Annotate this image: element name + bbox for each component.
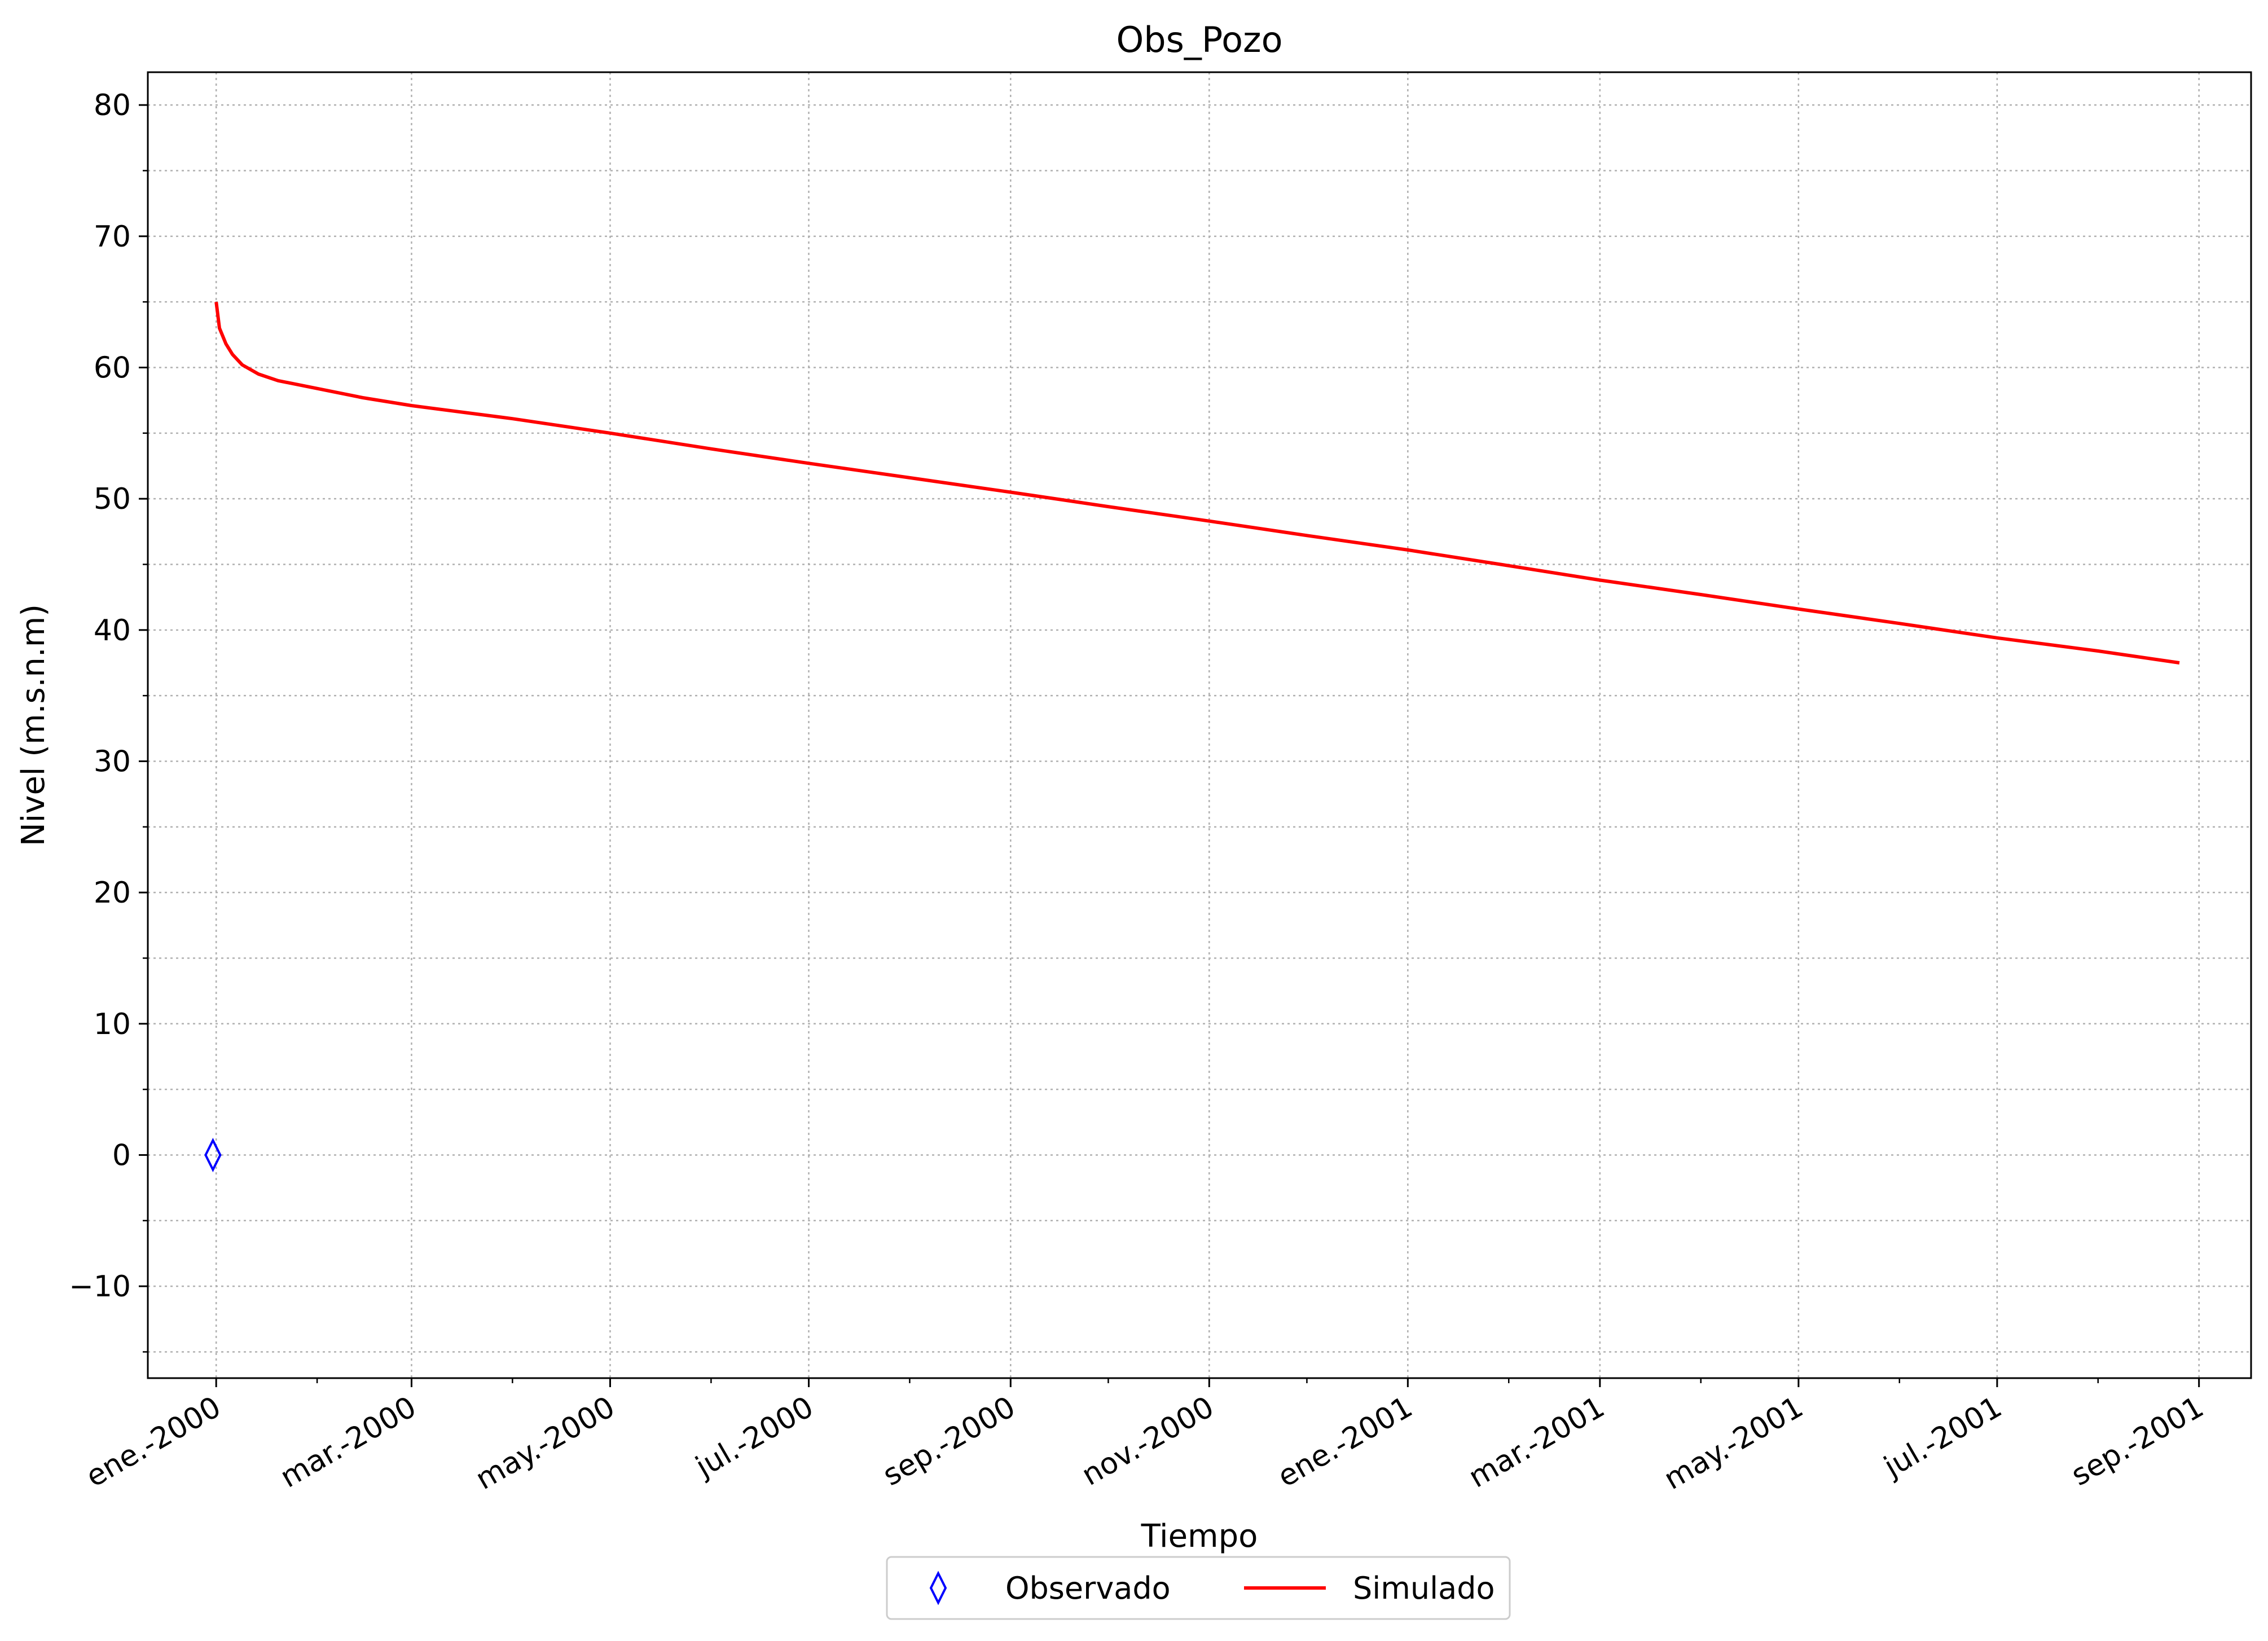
legend-observado-marker	[929, 1570, 947, 1605]
y-tick-label: 60	[94, 351, 131, 385]
legend-box	[886, 1556, 1511, 1620]
y-tick-label: 80	[94, 89, 131, 122]
y-axis-title: Nivel (m.s.n.m)	[15, 604, 52, 846]
y-tick-label: 20	[94, 876, 131, 910]
y-tick-label: 70	[94, 220, 131, 254]
series-simulado-line	[214, 301, 2180, 665]
legend-simulado-label: Simulado	[1353, 1570, 1495, 1606]
chart-title: Obs_Pozo	[1116, 19, 1282, 60]
y-tick-label: 10	[94, 1008, 131, 1041]
y-tick-label: 30	[94, 745, 131, 778]
series-observado-point	[204, 1137, 222, 1172]
y-tick-label: −10	[69, 1270, 131, 1304]
grid	[148, 72, 2251, 1378]
legend-observado-label: Observado	[1005, 1570, 1171, 1606]
y-tick-label: 0	[112, 1138, 131, 1172]
x-axis-title: Tiempo	[1141, 1518, 1258, 1555]
y-tick-label: 50	[94, 482, 131, 516]
series-layer	[204, 301, 2180, 1172]
y-tick-label: 40	[94, 614, 131, 648]
legend: Observado Simulado	[886, 1556, 1511, 1620]
axes-frame	[147, 71, 2252, 1379]
